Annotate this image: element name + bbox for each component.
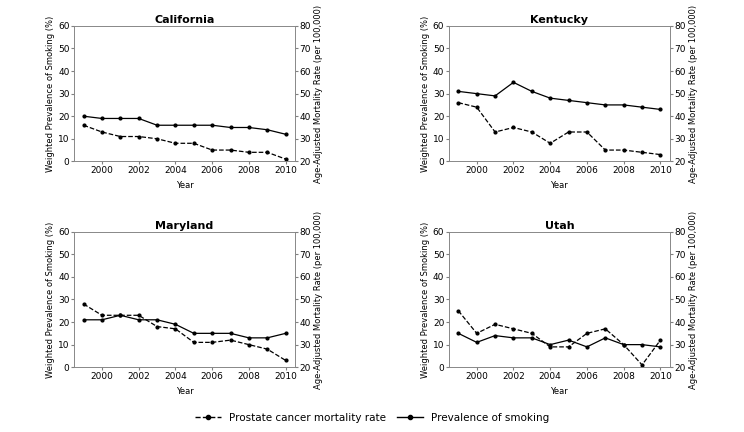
Title: California: California bbox=[155, 15, 215, 25]
Y-axis label: Age-Adjusted Mortality Rate (per 100,000): Age-Adjusted Mortality Rate (per 100,000… bbox=[689, 5, 698, 183]
Y-axis label: Weighted Prevalence of Smoking (%): Weighted Prevalence of Smoking (%) bbox=[421, 221, 430, 378]
Y-axis label: Weighted Prevalence of Smoking (%): Weighted Prevalence of Smoking (%) bbox=[46, 16, 55, 172]
X-axis label: Year: Year bbox=[551, 387, 568, 396]
Legend: Prostate cancer mortality rate, Prevalence of smoking: Prostate cancer mortality rate, Prevalen… bbox=[190, 409, 554, 427]
X-axis label: Year: Year bbox=[551, 181, 568, 190]
Y-axis label: Weighted Prevalence of Smoking (%): Weighted Prevalence of Smoking (%) bbox=[421, 16, 430, 172]
Y-axis label: Weighted Prevalence of Smoking (%): Weighted Prevalence of Smoking (%) bbox=[46, 221, 55, 378]
Title: Utah: Utah bbox=[545, 221, 574, 231]
X-axis label: Year: Year bbox=[176, 387, 193, 396]
Y-axis label: Age-Adjusted Mortality Rate (per 100,000): Age-Adjusted Mortality Rate (per 100,000… bbox=[314, 210, 323, 388]
Y-axis label: Age-Adjusted Mortality Rate (per 100,000): Age-Adjusted Mortality Rate (per 100,000… bbox=[689, 210, 698, 388]
Y-axis label: Age-Adjusted Mortality Rate (per 100,000): Age-Adjusted Mortality Rate (per 100,000… bbox=[314, 5, 323, 183]
X-axis label: Year: Year bbox=[176, 181, 193, 190]
Title: Maryland: Maryland bbox=[155, 221, 214, 231]
Title: Kentucky: Kentucky bbox=[530, 15, 589, 25]
